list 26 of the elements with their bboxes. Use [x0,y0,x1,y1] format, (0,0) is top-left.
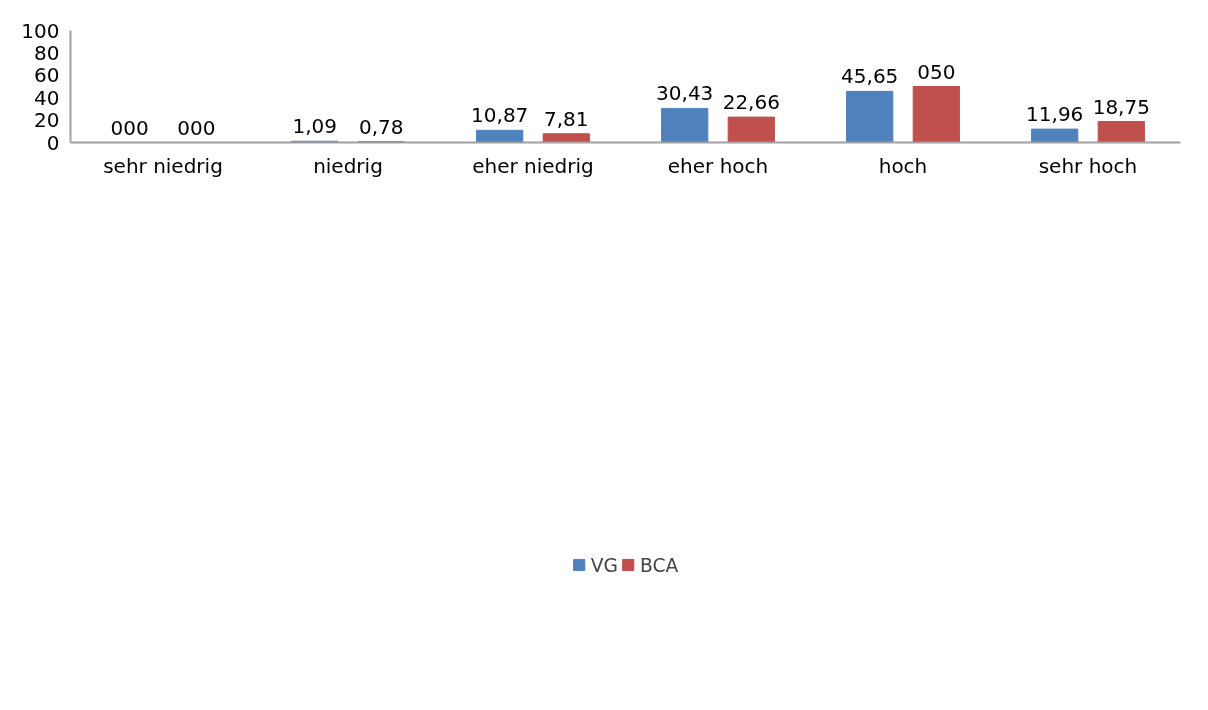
data-label: 050 [917,59,956,84]
data-label: 30,43 [656,81,714,106]
y-tick-label: 100 [21,18,60,43]
data-label: 10,87 [471,103,529,128]
y-tick-label: 0 [46,130,60,155]
y-tick-label: 80 [34,40,60,65]
data-label: 000 [110,115,149,140]
data-label: 0,78 [359,114,404,139]
data-label: 22,66 [722,90,780,115]
y-tick-label: 20 [34,108,60,133]
data-label: 18,75 [1092,94,1150,119]
legend-label: VG [590,554,618,576]
data-label: 11,96 [1026,102,1084,127]
x-tick-label: sehr niedrig [103,153,223,178]
legend-label: BCA [639,554,679,576]
x-tick-label: sehr hoch [1038,153,1138,178]
data-label: 7,81 [544,106,589,131]
x-tick-label: hoch [878,153,928,178]
data-label: 000 [177,115,216,140]
data-label: 1,09 [292,114,337,139]
y-tick-label: 60 [34,63,60,88]
x-tick-label: niedrig [313,153,383,178]
x-tick-label: eher hoch [667,153,769,178]
x-tick-label: eher niedrig [472,153,594,178]
data-label: 45,65 [841,64,899,89]
y-tick-label: 40 [34,85,60,110]
